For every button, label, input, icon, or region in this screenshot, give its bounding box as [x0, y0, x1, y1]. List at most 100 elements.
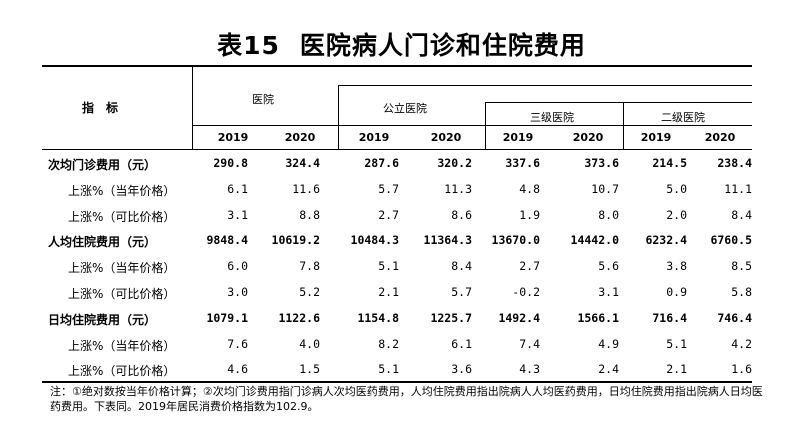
table-cell: 8.8 [299, 208, 320, 222]
table-cell: 1.9 [519, 208, 540, 222]
table-cell: 5.8 [731, 285, 752, 299]
table-cell: 3.1 [227, 208, 248, 222]
table-cell: 238.4 [717, 156, 752, 170]
table-cell: 5.7 [451, 285, 472, 299]
table-cell: 5.7 [378, 182, 399, 196]
public-divider [485, 102, 486, 149]
table-cell: 0.9 [666, 285, 687, 299]
table-cell: 2.0 [666, 208, 687, 222]
header-year: 2020 [572, 131, 604, 144]
table-cell: 8.2 [378, 337, 399, 351]
header-tertiary-hospital: 三级医院 [530, 111, 574, 124]
table-cell: 2.1 [378, 285, 399, 299]
table-cell: 2.1 [666, 362, 687, 376]
row-label: 日均住院费用（元） [48, 313, 157, 327]
table-cell: 5.0 [666, 182, 687, 196]
top-rule [42, 65, 752, 67]
header-bottom-rule [42, 149, 752, 150]
table-cell: 6.0 [227, 259, 248, 273]
header-year: 2020 [430, 131, 462, 144]
table-cell: 11.3 [444, 182, 472, 196]
table-title-text: 医院病人门诊和住院费用 [299, 31, 586, 60]
table-cell: 320.2 [437, 156, 472, 170]
table-cell: 11364.3 [423, 233, 472, 247]
table-cell: 8.4 [731, 208, 752, 222]
table-cell: 6.1 [451, 337, 472, 351]
table-cell: 2.7 [519, 259, 540, 273]
row-label: 上涨%（当年价格） [68, 339, 176, 353]
table-cell: 1079.1 [206, 311, 248, 325]
grade-divider [623, 102, 624, 149]
header-hospital: 医院 [252, 93, 274, 106]
row-label: 上涨%（当年价格） [68, 261, 176, 275]
table-cell: 290.8 [213, 156, 248, 170]
table-cell: 10.7 [591, 182, 619, 196]
header-secondary-hospital: 二级医院 [661, 111, 705, 124]
header-public-hospital: 公立医院 [383, 102, 427, 115]
table-cell: 4.9 [598, 337, 619, 351]
table-cell: 1566.1 [577, 311, 619, 325]
table-cell: 7.6 [227, 337, 248, 351]
table-cell: 8.6 [451, 208, 472, 222]
header-year: 2019 [358, 131, 390, 144]
table-cell: 4.0 [299, 337, 320, 351]
table-number: 表15 [217, 31, 280, 60]
table-cell: 1492.4 [498, 311, 540, 325]
indicator-divider [192, 66, 193, 149]
table-cell: 5.1 [378, 259, 399, 273]
table-cell: 6760.5 [710, 233, 752, 247]
table-cell: 8.0 [598, 208, 619, 222]
table-cell: 3.8 [666, 259, 687, 273]
header-year: 2019 [217, 131, 249, 144]
header-indicator: 指 标 [82, 101, 119, 115]
table-cell: 8.5 [731, 259, 752, 273]
table-cell: -0.2 [512, 285, 540, 299]
table-cell: 10484.3 [350, 233, 399, 247]
table-cell: 9848.4 [206, 233, 248, 247]
table-cell: 3.1 [598, 285, 619, 299]
header-year: 2019 [640, 131, 672, 144]
table-cell: 4.2 [731, 337, 752, 351]
row-label: 次均门诊费用（元） [48, 158, 157, 172]
table-cell: 10619.2 [271, 233, 320, 247]
table-cell: 1122.6 [278, 311, 320, 325]
table-cell: 2.7 [378, 208, 399, 222]
row-label: 上涨%（当年价格） [68, 184, 176, 198]
table-cell: 1.6 [731, 362, 752, 376]
table-cell: 4.6 [227, 362, 248, 376]
table-cell: 716.4 [652, 311, 687, 325]
table-cell: 324.4 [285, 156, 320, 170]
table-cell: 6232.4 [645, 233, 687, 247]
table-cell: 5.2 [299, 285, 320, 299]
table-cell: 337.6 [505, 156, 540, 170]
table-cell: 14442.0 [570, 233, 619, 247]
table-cell: 8.4 [451, 259, 472, 273]
year-rule [192, 125, 752, 126]
table-cell: 5.1 [666, 337, 687, 351]
hospital-divider [338, 85, 339, 149]
table-cell: 7.8 [299, 259, 320, 273]
row-label: 上涨%（可比价格） [68, 287, 176, 301]
table-cell: 1154.8 [357, 311, 399, 325]
table-cell: 7.4 [519, 337, 540, 351]
table-title: 表15 医院病人门诊和住院费用 [0, 26, 803, 62]
table-cell: 2.4 [598, 362, 619, 376]
table-cell: 3.0 [227, 285, 248, 299]
header-year: 2019 [502, 131, 534, 144]
header-year: 2020 [704, 131, 736, 144]
table-cell: 746.4 [717, 311, 752, 325]
table-cell: 214.5 [652, 156, 687, 170]
table-cell: 3.6 [451, 362, 472, 376]
table-cell: 11.1 [724, 182, 752, 196]
table-note: 注：①绝对数按当年价格计算；②次均门诊费用指门诊病人次均医药费用，人均住院费用指… [50, 385, 763, 413]
table-cell: 5.1 [378, 362, 399, 376]
table-cell: 13670.0 [491, 233, 540, 247]
row-label: 上涨%（可比价格） [68, 210, 176, 224]
table-cell: 373.6 [584, 156, 619, 170]
public-hospital-rule [338, 85, 752, 86]
header-year: 2020 [284, 131, 316, 144]
table-cell: 4.8 [519, 182, 540, 196]
table-cell: 1.5 [299, 362, 320, 376]
table-cell: 5.6 [598, 259, 619, 273]
table-cell: 6.1 [227, 182, 248, 196]
